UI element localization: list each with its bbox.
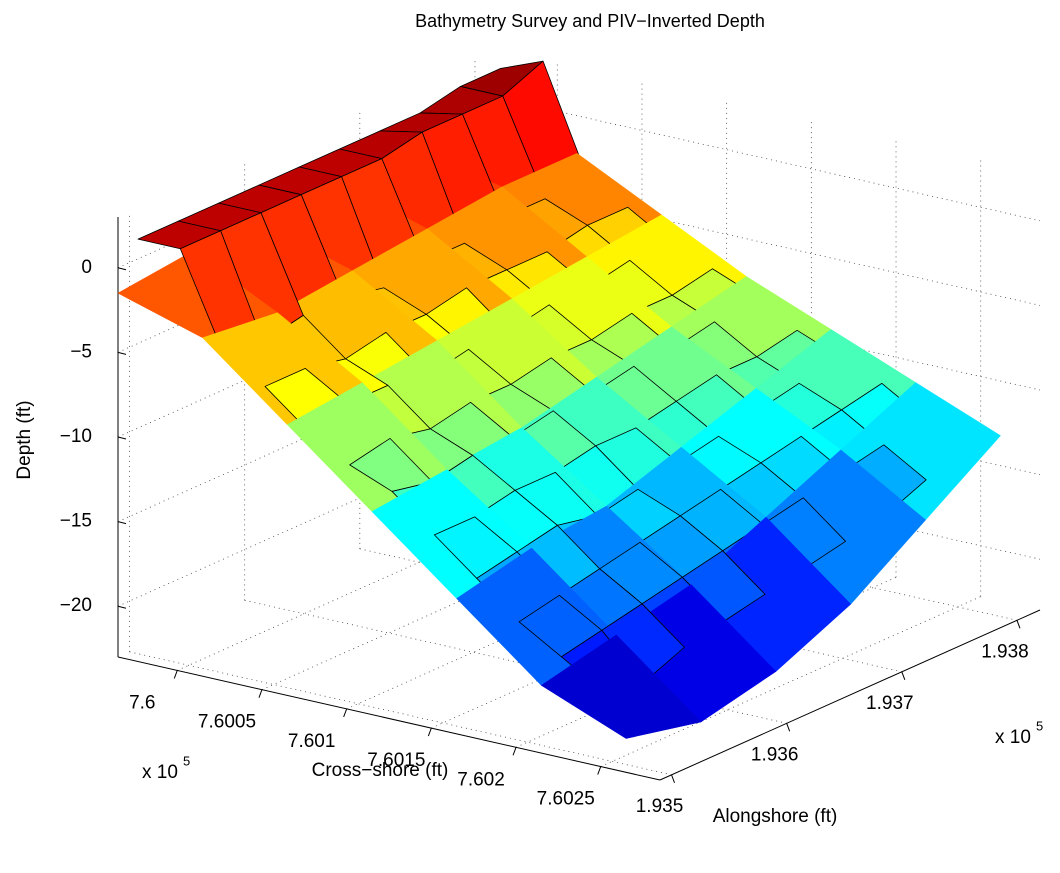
z-tick	[117, 605, 127, 609]
y-axis	[659, 609, 1041, 781]
z-tick	[117, 436, 127, 440]
x-tick-label: 7.602	[457, 769, 505, 790]
x-tick-label: 7.6005	[198, 712, 256, 733]
x-axis-label: Cross−shore (ft)	[312, 760, 449, 781]
z-tick-label: −15	[60, 511, 92, 532]
x-offset-text: x 10	[142, 762, 178, 783]
y-offset-power: 5	[1036, 718, 1043, 733]
x-tick-label: 7.6	[129, 692, 155, 713]
chart-title: Bathymetry Survey and PIV−Inverted Depth	[415, 11, 765, 31]
x-tick	[173, 670, 178, 679]
x-tick-label: 7.6025	[537, 789, 595, 810]
x-tick-label: 7.601	[288, 731, 336, 752]
y-tick-label: 1.937	[866, 693, 914, 714]
y-axis-label: Alongshore (ft)	[713, 806, 838, 827]
y-tick	[1016, 620, 1021, 629]
z-tick-label: 0	[81, 257, 92, 278]
x-offset-power: 5	[183, 753, 190, 768]
y-tick-label: 1.938	[981, 641, 1029, 662]
x-axis	[117, 656, 661, 781]
z-tick-label: −10	[60, 426, 92, 447]
z-tick	[117, 351, 127, 355]
x-tick	[427, 727, 432, 737]
x-tick-label: 7.6015	[367, 750, 425, 771]
z-tick-label: −5	[70, 341, 92, 362]
x-tick	[512, 747, 517, 756]
x-tick	[343, 708, 348, 718]
z-tick	[117, 267, 127, 271]
y-tick-label: 1.935	[636, 796, 684, 817]
z-tick	[117, 521, 127, 525]
y-tick-label: 1.936	[751, 744, 799, 765]
x-tick	[258, 689, 263, 698]
x-tick	[597, 766, 602, 775]
y-offset-text: x 10	[995, 727, 1031, 748]
y-tick	[901, 671, 906, 680]
y-tick	[671, 774, 675, 784]
z-tick-label: −20	[60, 595, 92, 616]
z-axis-label: Depth (ft)	[14, 400, 35, 479]
surface-face	[541, 634, 702, 739]
y-tick	[786, 723, 791, 732]
